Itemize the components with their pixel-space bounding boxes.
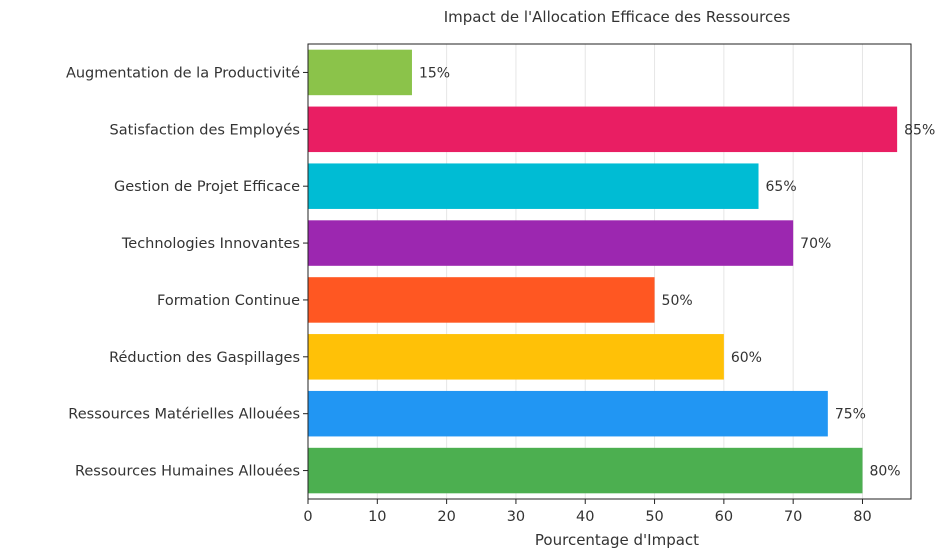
- category-label: Ressources Humaines Allouées: [75, 464, 300, 480]
- bar: [308, 447, 863, 494]
- data-label: 70%: [800, 236, 831, 252]
- data-label: 60%: [731, 350, 762, 366]
- x-tick-label: 30: [507, 509, 525, 525]
- category-label: Satisfaction des Employés: [110, 122, 300, 138]
- category-label: Gestion de Projet Efficace: [114, 179, 300, 195]
- bar: [308, 334, 724, 380]
- data-label: 75%: [835, 407, 866, 423]
- x-tick-label: 10: [368, 509, 386, 525]
- x-tick-label: 0: [303, 509, 312, 525]
- data-label: 85%: [904, 122, 935, 138]
- chart-title: Impact de l'Allocation Efficace des Ress…: [444, 8, 791, 26]
- category-label: Ressources Matérielles Allouées: [68, 407, 300, 423]
- plot-frame: [307, 43, 912, 500]
- category-label: Augmentation de la Productivité: [66, 65, 300, 81]
- category-label: Technologies Innovantes: [121, 236, 300, 252]
- category-label: Formation Continue: [157, 293, 300, 309]
- x-tick-label: 20: [437, 509, 455, 525]
- bar: [308, 277, 655, 323]
- x-tick-label: 40: [576, 509, 594, 525]
- bar: [308, 220, 794, 266]
- bar: [308, 106, 898, 153]
- bar: [308, 49, 412, 96]
- data-label: 15%: [419, 65, 450, 81]
- x-tick-label: 50: [645, 509, 663, 525]
- x-tick-label: 70: [784, 509, 802, 525]
- data-label: 50%: [662, 293, 693, 309]
- data-label: 80%: [869, 464, 900, 480]
- bar: [308, 390, 828, 437]
- x-axis-label: Pourcentage d'Impact: [535, 531, 699, 549]
- x-tick-label: 80: [853, 509, 871, 525]
- category-label: Réduction des Gaspillages: [109, 350, 300, 366]
- data-label: 65%: [766, 179, 797, 195]
- x-tick-label: 60: [715, 509, 733, 525]
- bar: [308, 163, 759, 209]
